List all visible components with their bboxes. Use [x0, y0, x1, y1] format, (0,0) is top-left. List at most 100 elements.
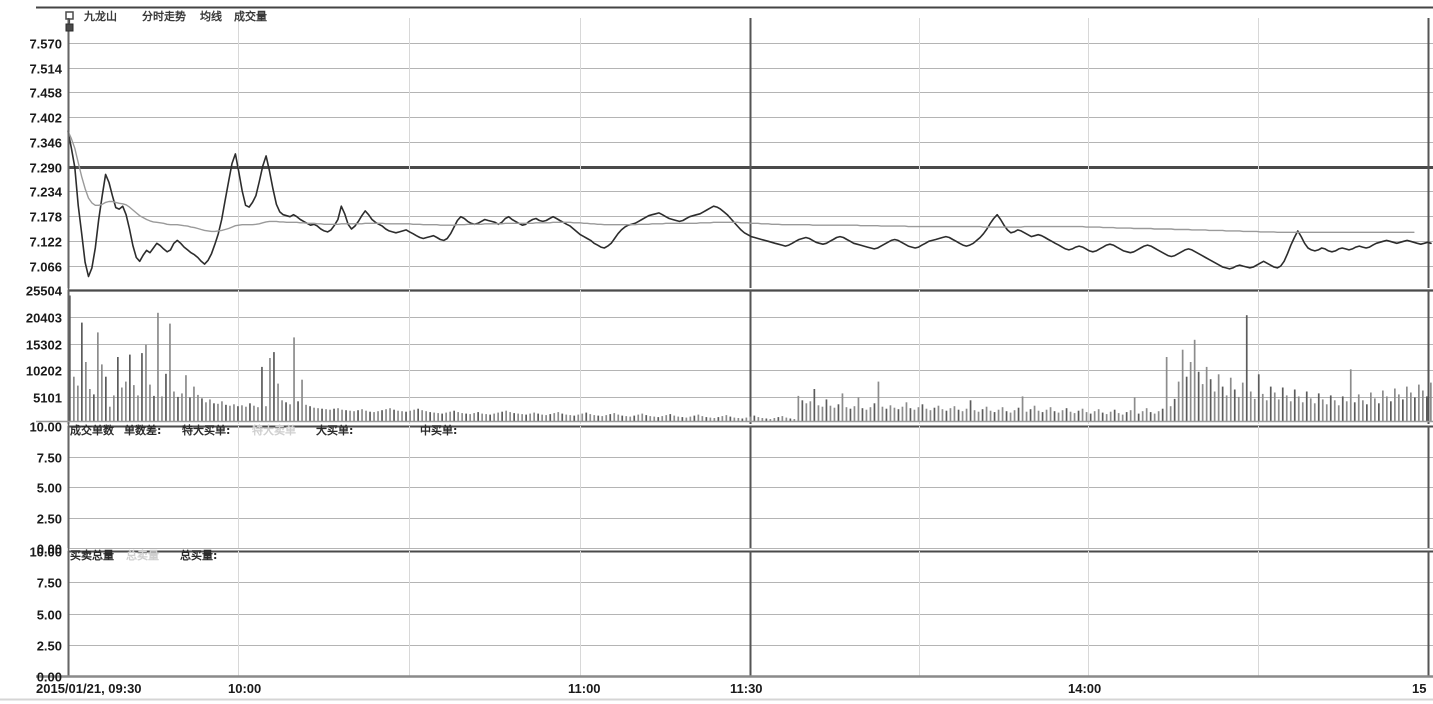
volume-bar: [329, 409, 331, 421]
volume-bar: [825, 399, 828, 421]
volume-bar: [221, 401, 223, 421]
volume-bar: [1153, 413, 1156, 421]
volume-bar: [857, 397, 860, 421]
volume-bar: [137, 395, 139, 421]
volume-bar: [269, 358, 271, 421]
volume-bar: [1362, 400, 1364, 421]
volume-bar: [445, 412, 447, 421]
volume-bar: [337, 408, 339, 421]
price-tick-label: 7.066: [29, 260, 62, 275]
view-mode-label: 分时走势: [142, 9, 186, 23]
volume-bar: [1041, 412, 1044, 421]
volume-bar: [1357, 394, 1360, 421]
volume-bar: [477, 412, 479, 421]
volume-bar: [605, 415, 608, 421]
volume-bar: [449, 411, 451, 421]
volume-bar: [81, 322, 83, 421]
volume-bar: [521, 414, 523, 421]
volume-bar: [101, 364, 103, 421]
volume-bar: [1029, 409, 1032, 421]
volume-bar: [1197, 371, 1200, 421]
volume-bar: [677, 416, 680, 421]
volume-bar: [749, 416, 752, 421]
volume-bar: [553, 413, 556, 421]
volume-bar: [1037, 410, 1040, 421]
volume-bar: [1341, 396, 1344, 421]
volume-bar: [1353, 402, 1356, 421]
volume-bar: [349, 410, 351, 421]
volume-bar: [861, 408, 864, 421]
volume-bar: [377, 411, 379, 421]
volume-bar: [381, 410, 383, 421]
chart-header-legend[interactable]: 九龙山 分时走势 均线 成交量: [83, 9, 267, 23]
volume-bar: [193, 386, 195, 421]
volume-bar: [321, 408, 323, 421]
price-tick-label: 7.402: [29, 111, 62, 126]
volume-bar: [325, 409, 327, 421]
volume-bar: [285, 402, 287, 421]
volume-bar: [1149, 412, 1152, 421]
volume-bar: [829, 405, 832, 421]
totals-sell-label: 总卖量: [126, 548, 159, 562]
volume-bar: [753, 415, 756, 421]
volume-bar: [361, 409, 363, 421]
volume-bar: [645, 415, 648, 421]
volume-bar: [533, 412, 535, 421]
volume-bar: [917, 407, 920, 421]
price-y-axis-labels: 7.570 7.514 7.458 7.402 7.346 7.290 7.23…: [29, 37, 62, 275]
volume-bar: [185, 375, 187, 421]
volume-bars-layer: [69, 295, 1432, 421]
totals-panel-header[interactable]: 买卖总量 总卖量 总买量:: [70, 548, 217, 562]
volume-bar: [789, 418, 792, 421]
volume-bar: [469, 414, 471, 421]
volume-y-axis-labels: 25504 20403 15302 10202 5101: [26, 284, 63, 406]
volume-bar: [1005, 411, 1008, 421]
volume-bar: [1406, 386, 1408, 421]
volume-bar: [241, 405, 243, 421]
volume-bar: [429, 412, 431, 421]
volume-bar: [1097, 409, 1100, 421]
volume-bar: [641, 413, 644, 421]
volume-bar: [1398, 394, 1400, 421]
volume-bar: [129, 354, 131, 421]
volume-bar: [493, 413, 495, 421]
volume-bar: [121, 387, 123, 421]
volume-bar: [77, 385, 79, 421]
volume-bar: [933, 407, 936, 421]
volume-bar: [869, 407, 872, 421]
volume-bar: [813, 389, 816, 421]
volume-bar: [673, 415, 676, 421]
volume-bar: [313, 407, 315, 421]
volume-bar: [1245, 315, 1248, 421]
time-tick-label: 11:00: [568, 681, 601, 696]
volume-bar: [545, 415, 547, 421]
volume-bar: [1009, 412, 1012, 421]
volume-bar: [141, 353, 143, 421]
volume-tick-label: 10202: [26, 364, 62, 379]
volume-bar: [1378, 403, 1380, 421]
orders-xl-sell-label: 特大卖单: [252, 423, 296, 437]
volume-bar: [1173, 398, 1176, 421]
volume-bar: [1253, 398, 1256, 421]
volume-bar: [357, 410, 359, 421]
volume-bar: [565, 414, 568, 421]
volume-bar: [105, 376, 107, 421]
volume-bar: [841, 393, 844, 421]
volume-bar: [573, 415, 576, 421]
symbol-name-label: 九龙山: [83, 9, 117, 23]
volume-bar: [953, 406, 956, 421]
volume-bar: [233, 404, 235, 421]
volume-bar: [765, 418, 768, 421]
orders-panel-header[interactable]: 成交单数 单数差: 特大买单: 特大卖单 大买单: 中买单:: [70, 423, 457, 437]
volume-bar: [333, 408, 335, 421]
volume-bar: [1349, 369, 1352, 421]
price-lines-layer: [67, 130, 1432, 278]
origin-marker-icon[interactable]: [65, 11, 74, 32]
volume-bar: [1249, 391, 1252, 421]
time-tick-label: 11:30: [730, 681, 763, 696]
volume-bar: [649, 416, 652, 421]
orders-y-axis-labels: 10.00 7.50 5.00 2.50 0.00: [29, 420, 62, 557]
volume-bar: [733, 417, 736, 421]
orders-mid-buy-label: 中买单:: [420, 423, 457, 437]
